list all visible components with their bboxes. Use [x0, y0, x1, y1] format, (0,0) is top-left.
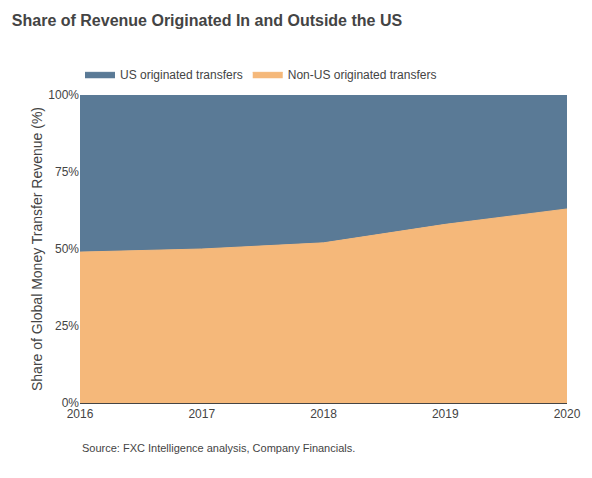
- svg-text:0%: 0%: [62, 396, 80, 410]
- svg-text:50%: 50%: [55, 242, 79, 256]
- svg-text:US originated transfers: US originated transfers: [120, 68, 243, 82]
- svg-text:Share of Revenue Originated In: Share of Revenue Originated In and Outsi…: [12, 12, 403, 29]
- svg-text:25%: 25%: [55, 319, 79, 333]
- svg-text:2018: 2018: [310, 407, 337, 421]
- svg-text:100%: 100%: [48, 88, 79, 102]
- svg-text:2016: 2016: [67, 407, 94, 421]
- svg-text:Non-US originated transfers: Non-US originated transfers: [288, 68, 437, 82]
- svg-text:75%: 75%: [55, 165, 79, 179]
- svg-text:2017: 2017: [188, 407, 215, 421]
- svg-text:Source: FXC Intelligence analy: Source: FXC Intelligence analysis, Compa…: [82, 442, 355, 454]
- svg-text:Share of Global Money Transfer: Share of Global Money Transfer Revenue (…: [29, 107, 45, 391]
- svg-text:2019: 2019: [432, 407, 459, 421]
- svg-text:2020: 2020: [554, 407, 581, 421]
